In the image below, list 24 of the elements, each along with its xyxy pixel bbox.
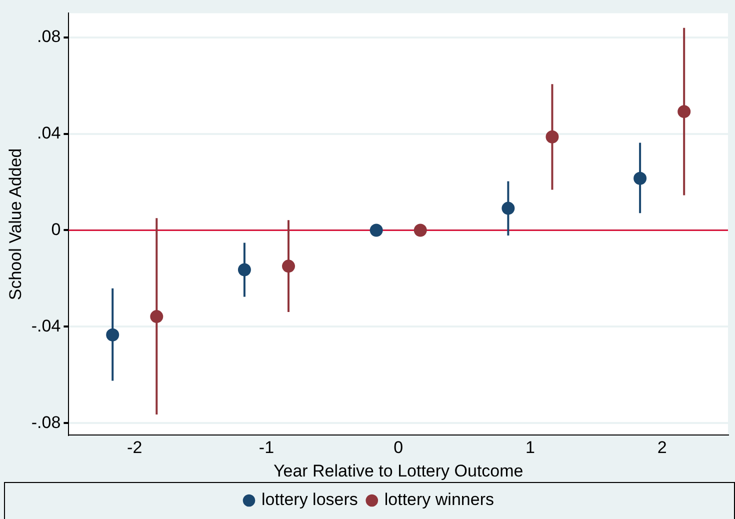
- point: [546, 130, 559, 144]
- point: [678, 105, 691, 118]
- point: [150, 310, 164, 324]
- point: [370, 224, 383, 237]
- y-tick-label: .04: [37, 123, 61, 142]
- legend-label: lottery losers: [262, 490, 358, 510]
- x-tick-label: -1: [258, 438, 274, 458]
- x-tick-label: 0: [394, 438, 404, 458]
- y-tick-label: 0: [51, 220, 61, 239]
- point: [634, 172, 647, 185]
- y-tick-label: -.04: [31, 316, 61, 336]
- x-axis-title: Year Relative to Lottery Outcome: [273, 461, 524, 480]
- point: [106, 328, 120, 342]
- point: [238, 263, 251, 276]
- x-tick-label: 2: [657, 438, 667, 458]
- y-tick-label: .08: [37, 27, 61, 46]
- point: [282, 260, 296, 273]
- y-axis-title: School Value Added: [6, 148, 25, 300]
- point: [502, 202, 515, 215]
- point: [414, 224, 427, 237]
- legend-label: lottery winners: [384, 490, 494, 510]
- x-tick-label: -2: [127, 438, 142, 458]
- x-tick-label: 1: [525, 438, 535, 458]
- y-tick-label: -.08: [31, 412, 61, 432]
